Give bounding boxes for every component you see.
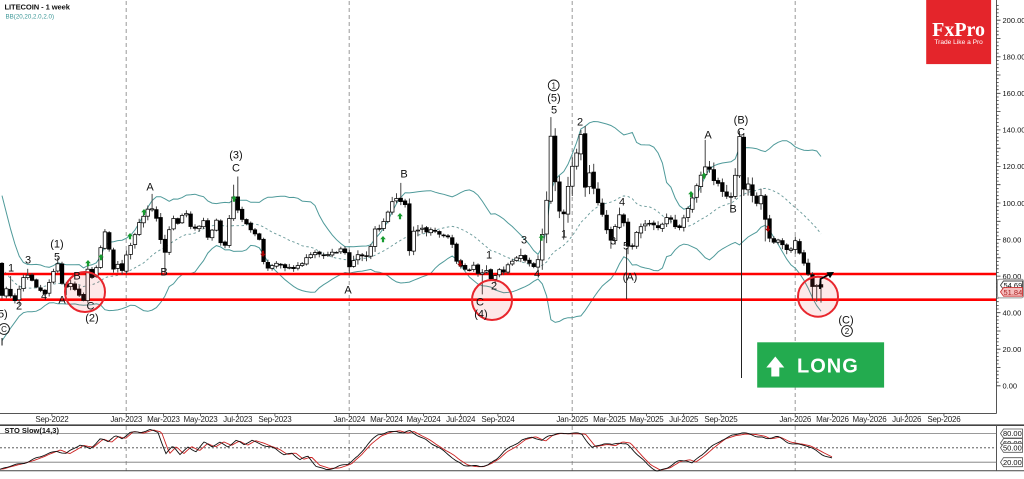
svg-text:A: A <box>704 130 712 142</box>
svg-text:May-2024: May-2024 <box>407 415 442 424</box>
svg-text:Jan-2023: Jan-2023 <box>110 415 143 424</box>
svg-text:May-2023: May-2023 <box>184 415 219 424</box>
svg-text:2: 2 <box>491 281 497 293</box>
svg-text:20.00: 20.00 <box>1003 345 1022 354</box>
svg-text:1: 1 <box>486 250 492 262</box>
svg-text:Mar-2023: Mar-2023 <box>147 415 180 424</box>
svg-text:5: 5 <box>551 105 557 117</box>
svg-text:Sep-2025: Sep-2025 <box>704 415 738 424</box>
svg-text:Jul-2026: Jul-2026 <box>892 415 922 424</box>
svg-text:Jan-2026: Jan-2026 <box>779 415 812 424</box>
svg-text:50.00: 50.00 <box>1003 444 1022 453</box>
svg-text:LITECOIN - 1 week: LITECOIN - 1 week <box>5 3 71 12</box>
svg-text:5: 5 <box>623 241 629 253</box>
svg-text:4: 4 <box>41 291 47 303</box>
svg-text:Mar-2025: Mar-2025 <box>593 415 626 424</box>
svg-text:80.00: 80.00 <box>1003 235 1022 244</box>
svg-text:2: 2 <box>577 117 583 129</box>
svg-text:Mar-2026: Mar-2026 <box>816 415 849 424</box>
svg-text:BB(20,20,2.0,2.0): BB(20,20,2.0,2.0) <box>6 14 55 21</box>
svg-text:(3): (3) <box>229 150 242 162</box>
svg-text:Mar-2024: Mar-2024 <box>370 415 403 424</box>
svg-text:C: C <box>476 297 484 309</box>
svg-text:Sep-2023: Sep-2023 <box>258 415 292 424</box>
svg-text:Jul-2025: Jul-2025 <box>669 415 699 424</box>
svg-text:80.00: 80.00 <box>1003 429 1022 438</box>
svg-text:FxPro: FxPro <box>932 19 985 41</box>
svg-text:1: 1 <box>8 263 14 275</box>
svg-text:May-2025: May-2025 <box>630 415 665 424</box>
svg-text:100.00: 100.00 <box>1003 199 1024 208</box>
svg-text:May-2026: May-2026 <box>853 415 888 424</box>
svg-text:(A): (A) <box>623 272 638 284</box>
svg-text:2: 2 <box>16 301 22 313</box>
svg-text:C: C <box>232 163 240 175</box>
svg-text:B: B <box>160 267 167 279</box>
svg-text:Trade Like a Pro: Trade Like a Pro <box>934 39 983 46</box>
svg-text:STO Slow(14,3): STO Slow(14,3) <box>5 426 60 435</box>
svg-text:5: 5 <box>54 252 60 264</box>
svg-text:(1): (1) <box>50 239 63 251</box>
svg-text:A: A <box>146 182 154 194</box>
svg-text:160.00: 160.00 <box>1003 89 1024 98</box>
svg-text:(4): (4) <box>474 309 487 321</box>
svg-text:LONG: LONG <box>797 356 859 378</box>
svg-text:3: 3 <box>521 235 527 247</box>
svg-text:Jan-2025: Jan-2025 <box>556 415 589 424</box>
svg-text:4: 4 <box>534 269 540 281</box>
svg-text:Jul-2024: Jul-2024 <box>446 415 476 424</box>
svg-text:Sep-2024: Sep-2024 <box>481 415 515 424</box>
svg-text:A: A <box>58 295 66 307</box>
svg-text:Jan-2024: Jan-2024 <box>333 415 366 424</box>
svg-text:3: 3 <box>25 255 31 267</box>
svg-text:4: 4 <box>619 197 625 209</box>
svg-text:3: 3 <box>610 236 616 248</box>
svg-text:Sep-2026: Sep-2026 <box>927 415 961 424</box>
svg-text:(2): (2) <box>85 313 98 325</box>
svg-text:I: I <box>0 337 3 349</box>
svg-text:(5): (5) <box>547 93 560 105</box>
svg-text:A: A <box>344 285 352 297</box>
svg-text:1: 1 <box>551 81 556 90</box>
svg-text:0.00: 0.00 <box>1003 382 1018 391</box>
svg-text:Sep-2022: Sep-2022 <box>35 415 69 424</box>
svg-text:(5): (5) <box>0 309 8 321</box>
svg-text:B: B <box>729 204 736 216</box>
svg-text:C: C <box>87 301 95 313</box>
svg-text:B: B <box>400 169 407 181</box>
svg-text:180.00: 180.00 <box>1003 53 1024 62</box>
svg-text:2: 2 <box>845 327 850 336</box>
svg-text:C: C <box>737 127 745 139</box>
svg-text:120.00: 120.00 <box>1003 162 1024 171</box>
svg-text:140.00: 140.00 <box>1003 126 1024 135</box>
svg-text:200.00: 200.00 <box>1003 16 1024 25</box>
svg-text:51.84: 51.84 <box>1004 288 1023 297</box>
svg-text:B: B <box>73 271 80 283</box>
svg-text:Jul-2023: Jul-2023 <box>223 415 253 424</box>
svg-text:20.00: 20.00 <box>1003 458 1022 467</box>
svg-text:C: C <box>1 325 7 334</box>
svg-text:(C): (C) <box>838 315 853 327</box>
svg-text:1: 1 <box>561 229 567 241</box>
svg-text:(B): (B) <box>734 115 749 127</box>
svg-text:40.00: 40.00 <box>1003 309 1022 318</box>
